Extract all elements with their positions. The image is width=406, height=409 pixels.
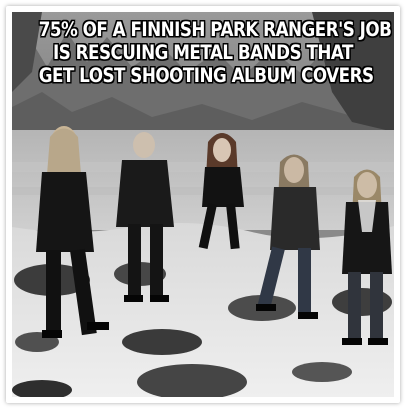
band-member-5 <box>342 169 392 345</box>
meme-card: 75% OF A FINNISH PARK RANGER'S JOB IS RE… <box>6 6 400 403</box>
snowy-lakeside-band-photo <box>12 12 394 397</box>
rock <box>12 380 72 397</box>
band-member-3 <box>198 133 244 250</box>
caption-line-1: 75% OF A FINNISH PARK RANGER'S JOB <box>38 18 392 41</box>
dark-pine-left <box>12 12 42 92</box>
band-member-1 <box>36 126 109 338</box>
dark-pine-right <box>312 12 394 132</box>
band-member-2 <box>116 132 174 302</box>
rock <box>137 364 247 397</box>
meme-photo: 75% OF A FINNISH PARK RANGER'S JOB IS RE… <box>12 12 394 397</box>
rock <box>292 362 352 382</box>
meme-caption: 75% OF A FINNISH PARK RANGER'S JOB IS RE… <box>38 18 392 87</box>
rock <box>122 329 202 355</box>
band-member-4 <box>256 154 320 319</box>
caption-line-3: GET LOST SHOOTING ALBUM COVERS <box>38 64 374 87</box>
caption-line-2: IS RESCUING METAL BANDS THAT <box>53 41 353 64</box>
